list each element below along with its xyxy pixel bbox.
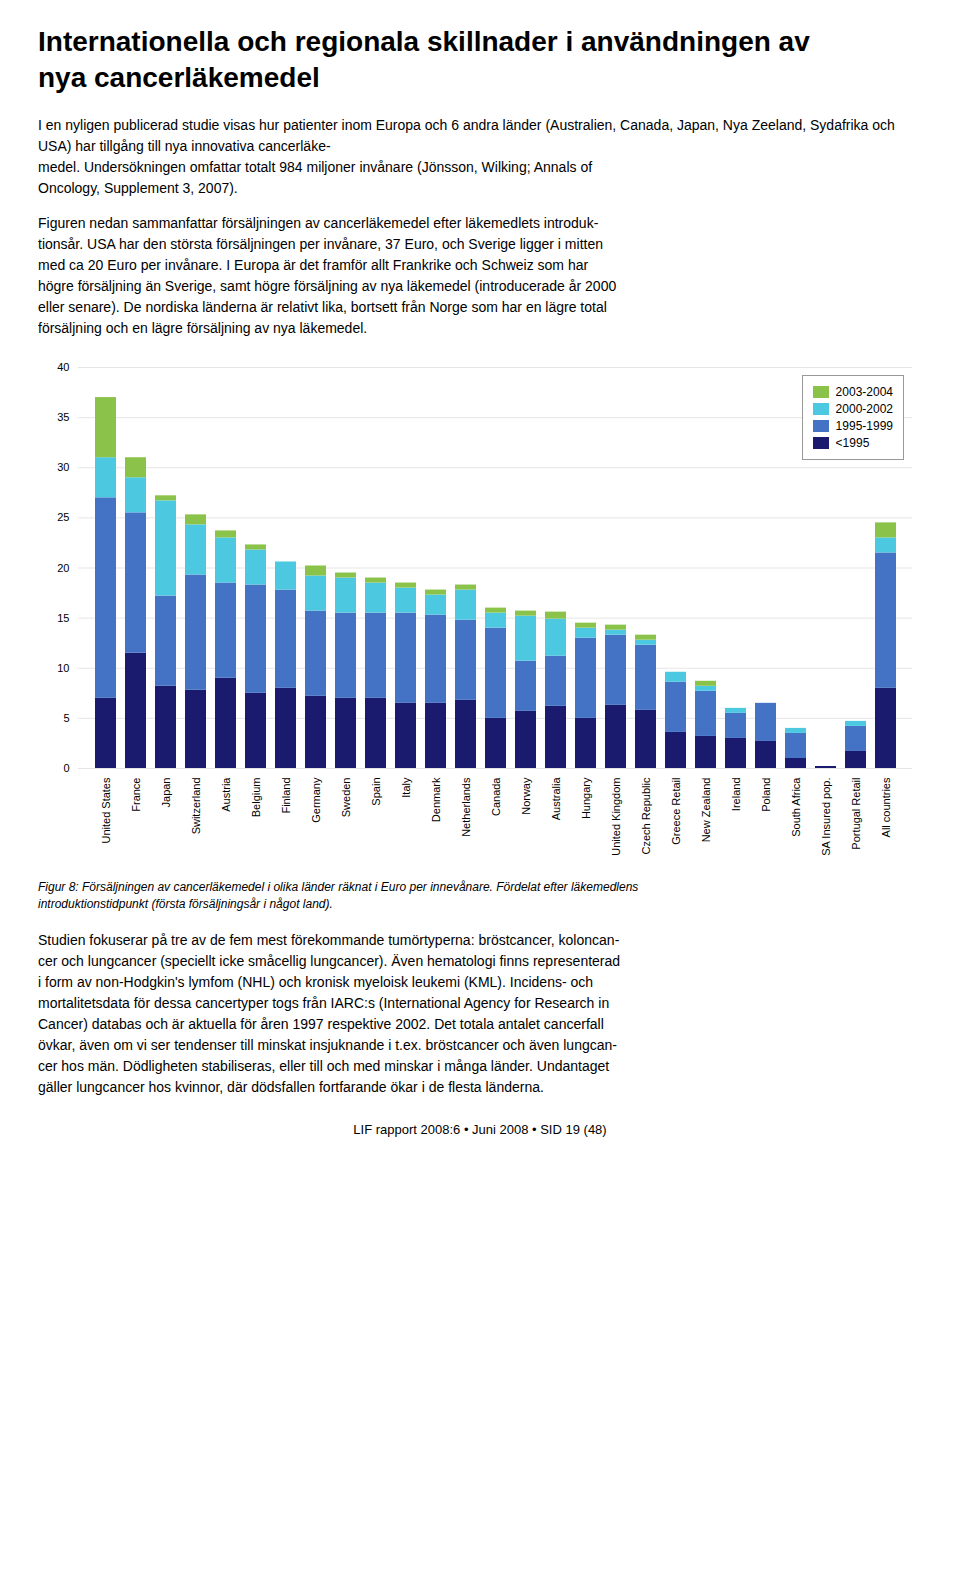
svg-text:United Kingdom: United Kingdom — [610, 777, 622, 855]
html-text:2003-2004: 2003-2004 — [835, 384, 893, 399]
svg-text:Netherlands: Netherlands — [460, 777, 472, 837]
svg-text:South Africa: South Africa — [790, 776, 802, 836]
svg-text:Spain: Spain — [370, 777, 382, 805]
svg-text:Poland: Poland — [760, 777, 772, 811]
html-text:I en nyligen publicerad studie: I en nyligen publicerad studie visas hur… — [38, 116, 895, 196]
svg-text:5: 5 — [63, 712, 69, 724]
svg-text:25: 25 — [57, 511, 69, 523]
svg-text:SA Insured pop.: SA Insured pop. — [820, 777, 832, 855]
svg-text:Belgium: Belgium — [250, 777, 262, 817]
svg-text:Switzerland: Switzerland — [190, 777, 202, 834]
svg-text:Germany: Germany — [310, 777, 322, 823]
html-text:Figur 8: Försäljningen av canc: Figur 8: Försäljningen av cancerläkemede… — [38, 879, 639, 911]
svg-text:United States: United States — [100, 777, 112, 844]
svg-text:Italy: Italy — [400, 777, 412, 798]
svg-text:35: 35 — [57, 411, 69, 423]
svg-text:Australia: Australia — [550, 776, 562, 820]
svg-text:40: 40 — [57, 361, 69, 373]
svg-text:Norway: Norway — [520, 777, 532, 815]
html-text:Internationella och regionala: Internationella och regionala skillnader… — [38, 26, 810, 94]
svg-text:Portugal Retail: Portugal Retail — [850, 777, 862, 849]
svg-text:Denmark: Denmark — [430, 777, 442, 822]
html-text:1995-1999: 1995-1999 — [835, 418, 893, 433]
html-text:Figuren nedan sammanfattar för: Figuren nedan sammanfattar försäljningen… — [38, 214, 617, 336]
svg-text:Sweden: Sweden — [340, 777, 352, 817]
svg-text:All countries: All countries — [880, 777, 892, 837]
html-text:<1995: <1995 — [835, 435, 870, 450]
svg-text:Greece Retail: Greece Retail — [670, 777, 682, 844]
svg-text:New Zealand: New Zealand — [700, 777, 712, 842]
svg-text:Finland: Finland — [280, 777, 292, 813]
svg-text:Czech Republic: Czech Republic — [640, 777, 652, 855]
svg-text:15: 15 — [57, 611, 69, 623]
html-text:LIF rapport 2008:6 • Juni 2008: LIF rapport 2008:6 • Juni 2008 • SID 19 … — [353, 1122, 607, 1138]
svg-text:20: 20 — [57, 561, 69, 573]
svg-text:Ireland: Ireland — [730, 777, 742, 811]
html-text:2000-2002: 2000-2002 — [835, 401, 893, 416]
html-text:Studien fokuserar på tre av de: Studien fokuserar på tre av de fem mest … — [38, 932, 621, 1096]
svg-text:30: 30 — [57, 461, 69, 473]
svg-text:Austria: Austria — [220, 776, 232, 811]
svg-text:Japan: Japan — [160, 777, 172, 807]
svg-text:0: 0 — [63, 762, 69, 774]
svg-text:Canada: Canada — [490, 776, 502, 815]
svg-text:France: France — [130, 777, 142, 811]
svg-text:10: 10 — [57, 662, 69, 674]
svg-text:Hungary: Hungary — [580, 777, 592, 819]
